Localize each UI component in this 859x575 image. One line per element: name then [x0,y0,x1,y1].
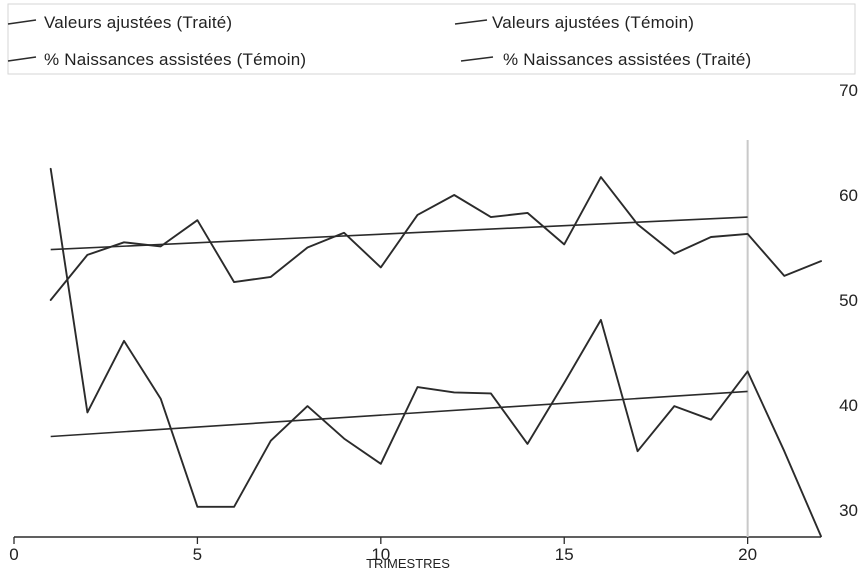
legend-label-naissances-assistees-temoin: % Naissances assistées (Témoin) [44,50,306,69]
x-axis-title: TRIMESTRES [366,556,450,571]
series-naissances-assistees-traite [49,176,822,301]
legend-swatch-valeurs-ajustees-temoin [454,19,488,25]
legend-label-valeurs-ajustees-temoin: Valeurs ajustées (Témoin) [492,13,694,32]
legend: Valeurs ajustées (Traité) Valeurs ajustée… [7,13,751,69]
y-axis-ticks: 30 40 50 60 70 [839,81,858,520]
y-tick-label-30: 30 [839,501,858,520]
y-tick-label-40: 40 [839,396,858,415]
legend-swatch-naissances-assistees-temoin [7,56,37,62]
y-tick-label-60: 60 [839,186,858,205]
legend-label-naissances-assistees-traite: % Naissances assistées (Traité) [503,50,751,69]
y-tick-label-50: 50 [839,291,858,310]
legend-label-valeurs-ajustees-traite: Valeurs ajustées (Traité) [44,13,232,32]
x-tick-label-10: 10 [371,545,390,564]
x-tick-label-20: 20 [738,545,757,564]
x-tick-label-0: 0 [9,545,18,564]
legend-swatch-valeurs-ajustees-traite [7,19,37,25]
y-tick-label-70: 70 [839,81,858,100]
x-tick-label-5: 5 [193,545,202,564]
series-valeurs-ajustees-temoin [50,390,748,438]
series-valeurs-ajustees-traite [50,216,748,251]
legend-box [7,3,856,75]
x-tick-label-15: 15 [555,545,574,564]
x-axis-ticks: 0 5 10 15 20 [9,537,757,564]
series-naissances-assistees-temoin [49,167,822,538]
legend-swatch-naissances-assistees-traite [460,56,494,62]
series-layer [49,167,822,538]
